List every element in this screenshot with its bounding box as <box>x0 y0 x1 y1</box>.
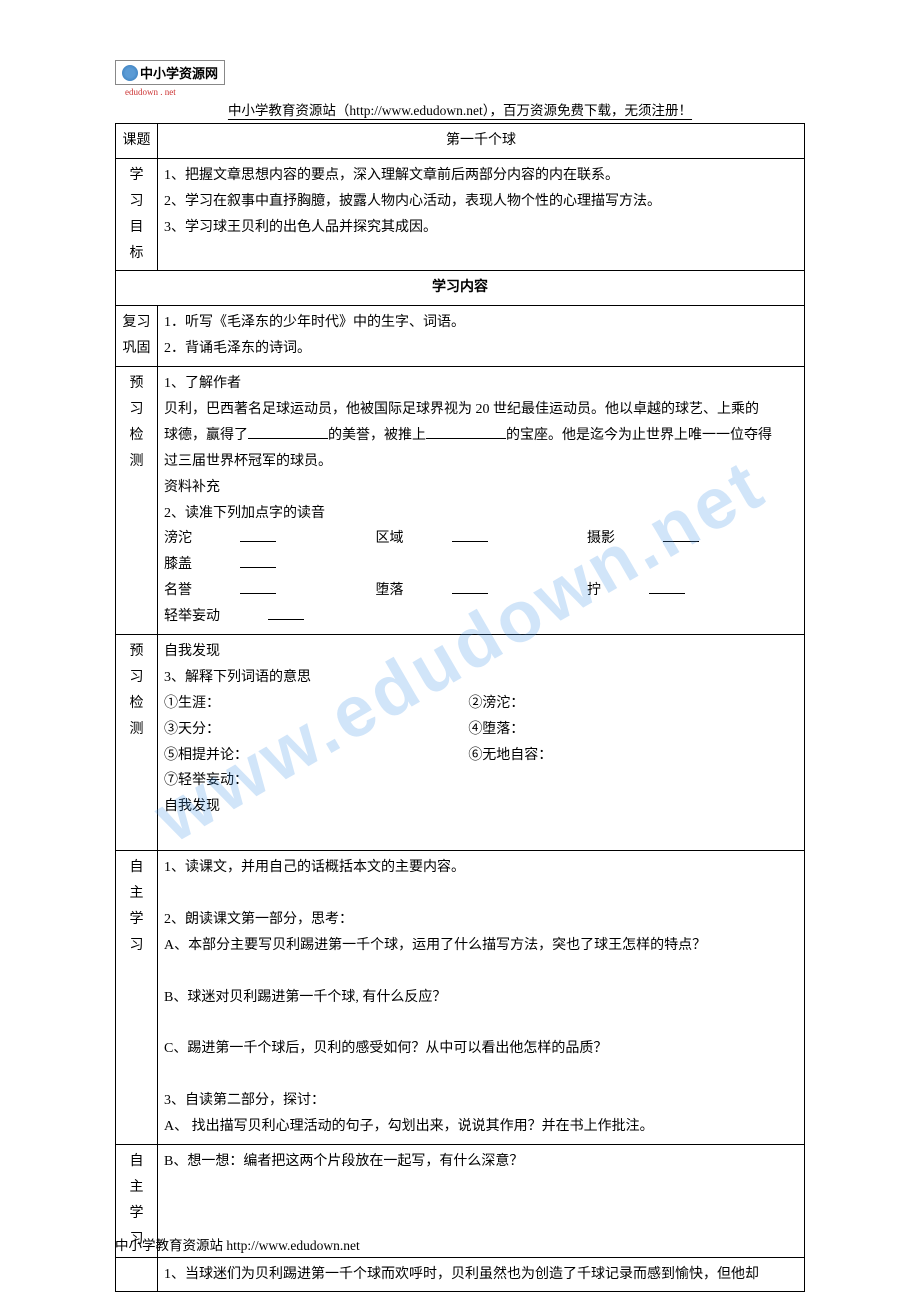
logo-box: 中小学资源网 <box>115 60 225 85</box>
text-line: 资料补充 <box>164 475 798 501</box>
text-line: 2、读准下列加点字的读音 <box>164 501 798 527</box>
page-footer: 中小学教育资源站 http://www.edudown.net <box>115 1234 360 1254</box>
text-line: 2、朗读课文第一部分，思考： <box>164 907 798 933</box>
pinyin-row: 名誉 堕落 拧 轻举妄动 <box>164 578 798 630</box>
review-cell: 1．听写《毛泽东的少年时代》中的生字、词语。 2．背诵毛泽东的诗词。 <box>158 306 805 367</box>
review-item: 2．背诵毛泽东的诗词。 <box>164 336 798 362</box>
text-line: 自我发现 <box>164 639 798 665</box>
text-line: 1、了解作者 <box>164 371 798 397</box>
pinyin-row: 滂沱 区域 摄影 膝盖 <box>164 526 798 578</box>
self1-cell: 1、读课文，并用自己的话概括本文的主要内容。 2、朗读课文第一部分，思考： A、… <box>158 851 805 1145</box>
logo-sub: edudown . net <box>125 87 805 97</box>
page-header-text: 中小学教育资源站（http://www.edudown.net），百万资源免费下… <box>115 99 805 119</box>
text-line: B、球迷对贝利踢进第一千个球, 有什么反应？ <box>164 985 798 1011</box>
last-cell: 1、当球迷们为贝利踢进第一千个球而欢呼时，贝利虽然也为创造了千球记录而感到愉快，… <box>158 1257 805 1292</box>
goal-item: 1、把握文章思想内容的要点，深入理解文章前后两部分内容的内在联系。 <box>164 163 798 189</box>
logo-area: 中小学资源网 <box>115 60 805 85</box>
text-line: 1、读课文，并用自己的话概括本文的主要内容。 <box>164 855 798 881</box>
globe-icon <box>122 65 138 81</box>
text-line: 3、自读第二部分，探讨： <box>164 1088 798 1114</box>
text-line: 球德，赢得了的美誉，被推上的宝座。他是迄今为止世界上唯一一位夺得 <box>164 423 798 449</box>
topic-value: 第一千个球 <box>158 124 805 159</box>
self1-label: 自主学习 <box>116 851 158 1145</box>
vocab-pair: ⑤相提并论：⑥无地自容： <box>164 743 798 769</box>
review-item: 1．听写《毛泽东的少年时代》中的生字、词语。 <box>164 310 798 336</box>
text-line: A、 找出描写贝利心理活动的句子，勾划出来，说说其作用？并在书上作批注。 <box>164 1114 798 1140</box>
goals-label: 学习目标 <box>116 158 158 271</box>
preview2-label: 预习检测 <box>116 635 158 851</box>
text-line: 贝利，巴西著名足球运动员，他被国际足球界视为 20 世纪最佳运动员。他以卓越的球… <box>164 397 798 423</box>
text-line: ⑦轻举妄动： <box>164 768 798 794</box>
text-line: A、本部分主要写贝利踢进第一千个球，运用了什么描写方法，突也了球王怎样的特点？ <box>164 933 798 959</box>
content-header: 学习内容 <box>116 271 805 306</box>
text-line: C、踢进第一千个球后，贝利的感受如何？从中可以看出他怎样的品质？ <box>164 1036 798 1062</box>
text-line: 自我发现 <box>164 794 798 820</box>
preview1-label: 预习检测 <box>116 367 158 635</box>
topic-label: 课题 <box>116 124 158 159</box>
goal-item: 2、学习在叙事中直抒胸臆，披露人物内心活动，表现人物个性的心理描写方法。 <box>164 189 798 215</box>
goal-item: 3、学习球王贝利的出色人品并探究其成因。 <box>164 215 798 241</box>
text-line: 1、当球迷们为贝利踢进第一千个球而欢呼时，贝利虽然也为创造了千球记录而感到愉快，… <box>164 1262 798 1288</box>
text-line: B、想一想：编者把这两个片段放在一起写，有什么深意？ <box>164 1149 798 1175</box>
text-line: 过三届世界杯冠军的球员。 <box>164 449 798 475</box>
logo-text: 中小学资源网 <box>140 63 218 82</box>
lesson-table: 课题 第一千个球 学习目标 1、把握文章思想内容的要点，深入理解文章前后两部分内… <box>115 123 805 1292</box>
preview2-cell: 自我发现 3、解释下列词语的意思 ①生涯：②滂沱： ③天分：④堕落： ⑤相提并论… <box>158 635 805 851</box>
vocab-pair: ③天分：④堕落： <box>164 717 798 743</box>
last-label <box>116 1257 158 1292</box>
preview1-cell: 1、了解作者 贝利，巴西著名足球运动员，他被国际足球界视为 20 世纪最佳运动员… <box>158 367 805 635</box>
vocab-pair: ①生涯：②滂沱： <box>164 691 798 717</box>
review-label: 复习巩固 <box>116 306 158 367</box>
goals-cell: 1、把握文章思想内容的要点，深入理解文章前后两部分内容的内在联系。 2、学习在叙… <box>158 158 805 271</box>
text-line: 3、解释下列词语的意思 <box>164 665 798 691</box>
